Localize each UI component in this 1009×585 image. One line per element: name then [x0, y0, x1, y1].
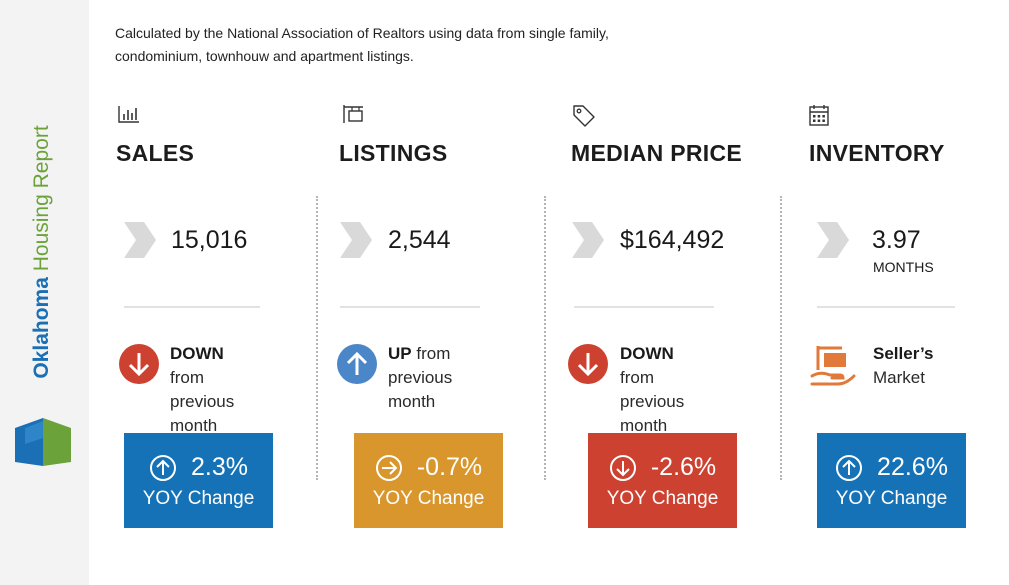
yoy-change-box: 2.3% YOY Change	[124, 433, 273, 528]
arrow-down-circle-icon	[609, 454, 636, 481]
arrow-right-circle-icon	[375, 454, 402, 481]
direction-text: UP from previous month	[388, 342, 452, 414]
yoy-value: -0.7%	[416, 453, 483, 481]
direction-line2: previous month	[388, 368, 453, 411]
arrow-down-circle-icon	[119, 344, 159, 384]
yoy-label: YOY Change	[372, 488, 485, 509]
direction-line2: Market	[873, 368, 925, 387]
yoy-value: -2.6%	[650, 453, 717, 481]
separator	[124, 306, 260, 308]
direction-line2: previous month	[620, 392, 685, 435]
report-title-light: Housing Report	[30, 125, 53, 272]
chevron-right-icon	[572, 222, 604, 258]
calendar-icon	[809, 105, 829, 126]
yoy-change-box: -2.6% YOY Change	[588, 433, 737, 528]
hand-sign-icon	[810, 346, 856, 386]
metric-unit: MONTHS	[873, 259, 934, 275]
metric-value: 2,544	[388, 226, 451, 254]
separator	[817, 306, 955, 308]
direction-line2: previous month	[170, 392, 235, 435]
yoy-change-box: -0.7% YOY Change	[354, 433, 503, 528]
direction-text: DOWN from previous month	[170, 342, 234, 438]
price-tag-icon	[573, 105, 595, 127]
column-divider	[316, 196, 318, 480]
metric-heading: MEDIAN PRICE	[571, 140, 743, 166]
separator	[340, 306, 480, 308]
arrow-up-circle-icon	[337, 344, 377, 384]
direction-strong: DOWN	[620, 344, 674, 363]
chevron-right-icon	[340, 222, 372, 258]
column-divider	[544, 196, 546, 480]
yoy-value: 22.6%	[877, 453, 948, 481]
yoy-label: YOY Change	[835, 488, 948, 509]
yoy-label: YOY Change	[606, 488, 719, 509]
direction-rest: from	[416, 344, 451, 363]
yoy-label: YOY Change	[142, 488, 255, 509]
yoy-change-box: 22.6% YOY Change	[817, 433, 966, 528]
chevron-right-icon	[817, 222, 849, 258]
sign-post-icon	[343, 105, 363, 123]
sidebar: Oklahoma Housing Report	[0, 0, 89, 585]
metric-value: 15,016	[171, 226, 248, 254]
yoy-value: 2.3%	[191, 453, 248, 481]
report-title-strong: Oklahoma	[30, 277, 53, 379]
arrow-up-circle-icon	[836, 454, 863, 481]
metric-heading: INVENTORY	[809, 140, 945, 166]
arrow-down-circle-icon	[568, 344, 608, 384]
metric-value: 3.97	[872, 226, 921, 254]
report-title: Oklahoma Housing Report	[30, 125, 54, 378]
direction-rest: from	[170, 368, 204, 387]
oklahoma-logo-icon	[15, 418, 71, 466]
direction-strong: Seller’s	[873, 344, 934, 363]
chevron-right-icon	[124, 222, 156, 258]
direction-strong: UP	[388, 344, 412, 363]
metric-value: $164,492	[620, 226, 725, 254]
direction-text: DOWN from previous month	[620, 342, 684, 438]
bar-chart-icon	[118, 106, 139, 123]
direction-text: Seller’s Market	[873, 342, 934, 390]
metric-heading: LISTINGS	[339, 140, 448, 166]
direction-strong: DOWN	[170, 344, 224, 363]
separator	[574, 306, 714, 308]
methodology-note: Calculated by the National Association o…	[115, 25, 609, 64]
metric-heading: SALES	[116, 140, 195, 166]
direction-rest: from	[620, 368, 654, 387]
arrow-up-circle-icon	[150, 454, 176, 481]
column-divider	[780, 196, 782, 480]
